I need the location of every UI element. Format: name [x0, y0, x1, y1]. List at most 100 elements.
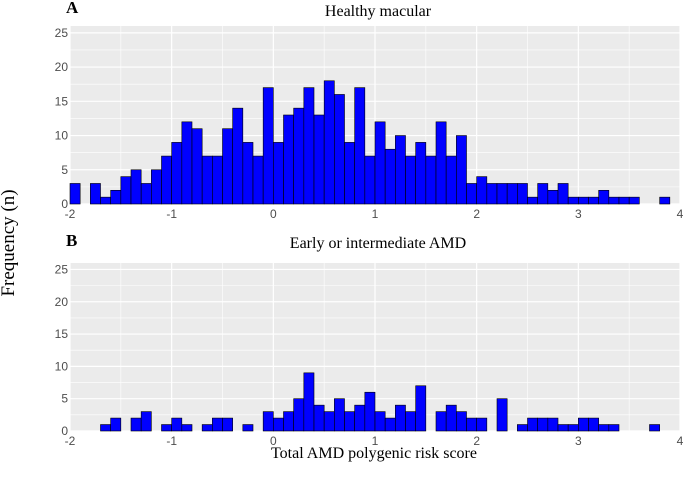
- panel-a-bar: [517, 183, 528, 205]
- panel-a-bar: [527, 196, 538, 205]
- panel-a-bar: [354, 87, 366, 205]
- panel-a-bar: [476, 176, 488, 205]
- panel-b-bar: [588, 417, 599, 432]
- panel-a-xtick-label: -1: [166, 207, 177, 221]
- panel-a-bar: [384, 148, 396, 205]
- panel-a-bar: [100, 196, 111, 205]
- panel-a-ytick-label: 15: [55, 94, 69, 108]
- panel-b-bar: [100, 424, 111, 432]
- panel-a-bar: [151, 169, 162, 205]
- panel-a-bar: [364, 155, 376, 205]
- panel-a-bar: [588, 196, 599, 205]
- panel-b-title: Early or intermediate AMD: [290, 235, 466, 252]
- panel-a-xtick-label: 1: [372, 207, 379, 221]
- panel-a-bar: [69, 183, 81, 205]
- panel-a-bar: [628, 196, 640, 205]
- panel-a-bar: [547, 190, 559, 205]
- panel-a-xtick-label: 0: [270, 207, 277, 221]
- panel-a: A Healthy macular 0 5 10 15 20 25 -2 -1 0 1 2 3 4: [55, 0, 684, 221]
- panel-a-bar: [395, 135, 406, 205]
- panel-a-bar: [242, 142, 254, 205]
- panel-a-bar: [90, 183, 101, 205]
- panel-b-bar: [384, 417, 396, 432]
- panel-a-bar: [334, 94, 345, 205]
- panel-b-bar: [222, 417, 233, 432]
- panel-b-bar: [608, 424, 620, 432]
- panel-b-xtick-label: 0: [270, 434, 277, 448]
- panel-a-xtick-label: -2: [65, 207, 76, 221]
- panel-b-bar: [649, 424, 660, 432]
- panel-b-bar: [557, 424, 569, 432]
- panel-b-bar: [201, 424, 213, 432]
- panel-a-bar: [405, 155, 416, 205]
- panel-a-bar: [161, 155, 172, 205]
- panel-a-bar: [598, 190, 610, 205]
- panel-b-xtick-label: -1: [166, 434, 177, 448]
- panel-b-bar: [273, 417, 284, 432]
- panel-a-bar: [456, 135, 467, 205]
- panel-a-bar: [557, 183, 569, 205]
- y-axis-label: Frequency (n): [0, 189, 19, 296]
- panel-b-bar: [334, 398, 345, 432]
- panel-b-bar: [395, 404, 406, 432]
- panel-b-bar: [405, 411, 416, 432]
- panel-b-ytick-label: 5: [61, 392, 68, 406]
- panel-a-xtick-label: 2: [473, 207, 480, 221]
- panel-b-bar: [323, 411, 335, 432]
- panel-b-bar: [456, 411, 467, 432]
- panel-a-bar: [110, 190, 122, 205]
- panel-a-bar: [506, 183, 518, 205]
- panel-a-bar: [313, 114, 325, 205]
- panel-b-bar: [466, 417, 477, 432]
- panel-a-bar: [608, 196, 620, 205]
- panel-a-bar: [181, 121, 193, 205]
- panel-a-bar: [659, 196, 671, 205]
- panel-b-xtick-label: 1: [372, 434, 379, 448]
- panel-b-bar: [262, 411, 274, 432]
- panel-b-letter: B: [66, 231, 77, 250]
- x-axis-label: Total AMD polygenic risk score: [271, 445, 477, 462]
- panel-a-bar: [171, 142, 183, 205]
- panel-a-bar: [344, 142, 355, 205]
- panel-a-bar: [323, 80, 335, 205]
- panel-a-bar: [374, 121, 386, 205]
- panel-a-bar: [578, 196, 589, 205]
- panel-a-bar: [201, 155, 213, 205]
- panel-b-bar: [527, 417, 538, 432]
- panel-b-xtick-label: 4: [677, 434, 684, 448]
- panel-b-bar: [181, 424, 193, 432]
- panel-a-bar: [273, 142, 284, 205]
- panel-b-bar: [283, 411, 294, 432]
- panel-b-bar: [476, 417, 488, 432]
- panel-a-ytick-label: 0: [61, 197, 68, 211]
- panel-b-bar: [242, 424, 254, 432]
- panel-b-bar: [313, 404, 325, 432]
- panel-b-bar: [140, 411, 152, 432]
- panel-b-bar: [303, 372, 315, 432]
- panel-a-bar: [425, 155, 437, 205]
- panel-b-bar: [364, 391, 376, 432]
- panel-b-ytick-label: 25: [55, 262, 69, 276]
- panel-b-ytick-label: 10: [55, 359, 69, 373]
- panel-b-xtick-label: 2: [473, 434, 480, 448]
- panel-b-bar: [517, 424, 528, 432]
- panel-b-bar: [578, 417, 589, 432]
- panel-b-ytick-label: 0: [61, 424, 68, 438]
- panel-a-bar: [140, 183, 152, 205]
- panel-a-bar: [303, 87, 315, 205]
- panel-a-bar: [445, 155, 457, 205]
- panel-a-bar: [486, 183, 498, 205]
- panel-a-bar: [120, 176, 132, 205]
- panel-a-bar: [496, 183, 508, 205]
- panel-a-bar: [293, 107, 305, 205]
- panel-a-bar: [262, 87, 274, 205]
- panel-b-ytick-label: 20: [55, 295, 69, 309]
- panel-b-bar: [435, 411, 447, 432]
- panel-a-bar: [222, 128, 233, 205]
- panel-a-bar: [466, 183, 477, 205]
- panel-b-bar: [374, 411, 386, 432]
- panel-a-bar: [618, 196, 630, 205]
- panel-a-bar: [232, 107, 244, 205]
- panel-a-title: Healthy macular: [325, 3, 432, 20]
